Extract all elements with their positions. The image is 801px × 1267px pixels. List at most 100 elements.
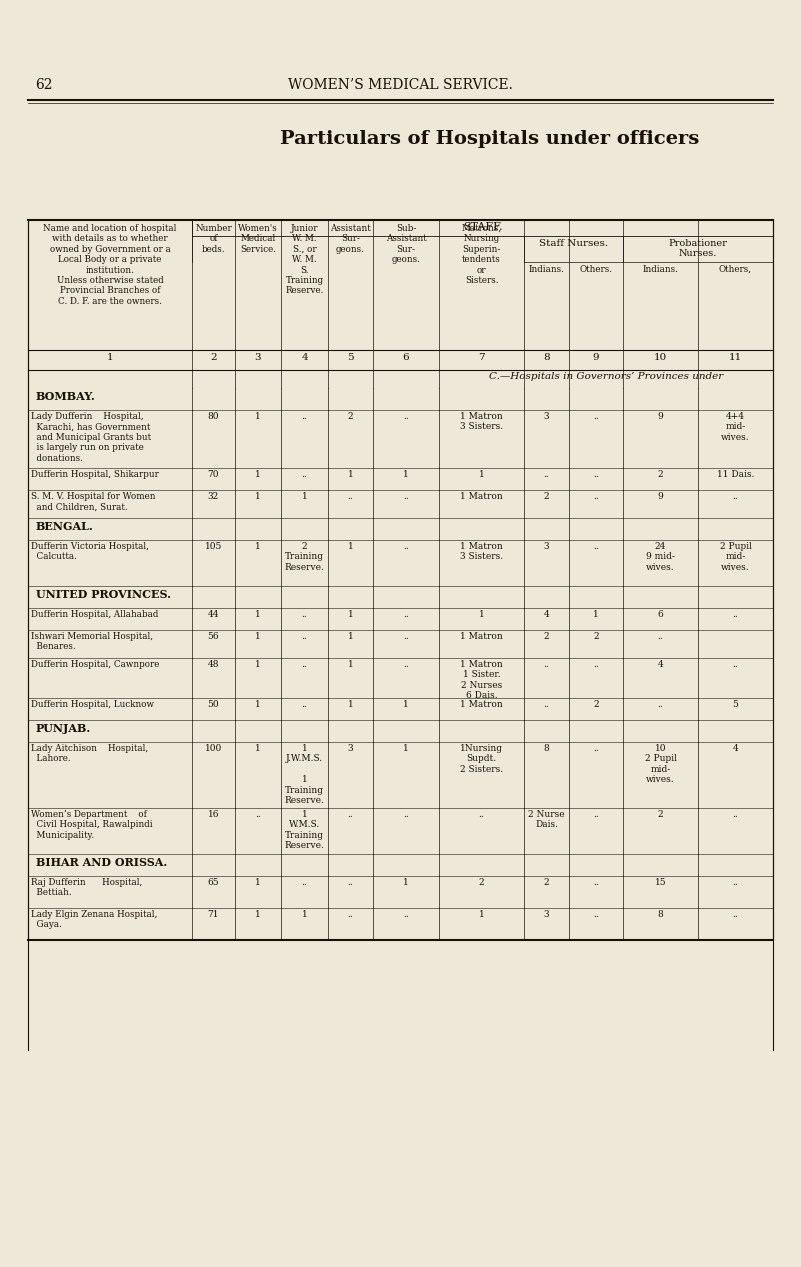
Text: 4: 4 — [544, 609, 549, 620]
Text: 1: 1 — [302, 492, 308, 500]
Text: ..: .. — [733, 609, 739, 620]
Text: Particulars of Hospitals under officers: Particulars of Hospitals under officers — [280, 131, 699, 148]
Text: 2: 2 — [544, 632, 549, 641]
Text: ..: .. — [479, 810, 485, 818]
Text: ..: .. — [302, 632, 308, 641]
Text: Indians.: Indians. — [529, 265, 565, 274]
Text: ..: .. — [348, 910, 353, 919]
Text: Dufferin Hospital, Allahabad: Dufferin Hospital, Allahabad — [31, 609, 159, 620]
Text: ..: .. — [544, 470, 549, 479]
Text: 1: 1 — [479, 910, 485, 919]
Text: ..: .. — [302, 878, 308, 887]
Text: BOMBAY.: BOMBAY. — [36, 392, 96, 402]
Text: ..: .. — [733, 878, 739, 887]
Text: 1: 1 — [348, 542, 353, 551]
Text: 3: 3 — [348, 744, 353, 753]
Text: Indians.: Indians. — [642, 265, 678, 274]
Text: ..: .. — [593, 470, 599, 479]
Text: STAFF.: STAFF. — [463, 222, 502, 232]
Text: 1: 1 — [256, 470, 261, 479]
Text: 1: 1 — [593, 609, 599, 620]
Text: ..: .. — [733, 810, 739, 818]
Text: Women's
Medical
Service.: Women's Medical Service. — [238, 224, 278, 253]
Text: Dufferin Victoria Hospital,
  Calcutta.: Dufferin Victoria Hospital, Calcutta. — [31, 542, 149, 561]
Text: 1 Matron
1 Sister.
2 Nurses
6 Dais.: 1 Matron 1 Sister. 2 Nurses 6 Dais. — [460, 660, 503, 701]
Text: ..: .. — [403, 660, 409, 669]
Text: 1: 1 — [348, 609, 353, 620]
Text: 16: 16 — [207, 810, 219, 818]
Text: 2 Nurse
Dais.: 2 Nurse Dais. — [528, 810, 565, 830]
Text: 1Nursing
Supdt.
2 Sisters.: 1Nursing Supdt. 2 Sisters. — [460, 744, 503, 774]
Text: Dufferin Hospital, Cawnpore: Dufferin Hospital, Cawnpore — [31, 660, 159, 669]
Text: Lady Dufferin    Hospital,
  Karachi, has Government
  and Municipal Grants but
: Lady Dufferin Hospital, Karachi, has Gov… — [31, 412, 151, 462]
Text: Ishwari Memorial Hospital,
  Benares.: Ishwari Memorial Hospital, Benares. — [31, 632, 153, 651]
Text: 2: 2 — [210, 353, 217, 362]
Text: 1: 1 — [403, 744, 409, 753]
Text: 1: 1 — [256, 699, 261, 710]
Text: ..: .. — [733, 660, 739, 669]
Text: 7: 7 — [478, 353, 485, 362]
Text: 2: 2 — [544, 878, 549, 887]
Text: 70: 70 — [207, 470, 219, 479]
Text: 3: 3 — [544, 910, 549, 919]
Text: 4: 4 — [733, 744, 739, 753]
Text: 3: 3 — [255, 353, 261, 362]
Text: ..: .. — [593, 878, 599, 887]
Text: ..: .. — [544, 699, 549, 710]
Text: Number
of
beds.: Number of beds. — [195, 224, 231, 253]
Text: ..: .. — [593, 542, 599, 551]
Text: 1: 1 — [403, 470, 409, 479]
Text: ..: .. — [256, 810, 261, 818]
Text: 62: 62 — [35, 79, 53, 92]
Text: 9: 9 — [593, 353, 599, 362]
Text: 1: 1 — [256, 878, 261, 887]
Text: 65: 65 — [207, 878, 219, 887]
Text: ..: .. — [593, 910, 599, 919]
Text: Dufferin Hospital, Lucknow: Dufferin Hospital, Lucknow — [31, 699, 154, 710]
Text: 50: 50 — [207, 699, 219, 710]
Text: 11: 11 — [729, 353, 742, 362]
Text: ..: .. — [544, 660, 549, 669]
Text: 2: 2 — [544, 492, 549, 500]
Text: 1: 1 — [348, 632, 353, 641]
Text: ..: .. — [302, 699, 308, 710]
Text: 10: 10 — [654, 353, 667, 362]
Text: ..: .. — [403, 910, 409, 919]
Text: 1
W.M.S.
Training
Reserve.: 1 W.M.S. Training Reserve. — [284, 810, 324, 850]
Text: ..: .. — [302, 470, 308, 479]
Text: ..: .. — [403, 810, 409, 818]
Text: 1: 1 — [403, 878, 409, 887]
Text: ..: .. — [733, 910, 739, 919]
Text: 3: 3 — [544, 542, 549, 551]
Text: 5: 5 — [347, 353, 354, 362]
Text: 1
J.W.M.S.

1
Training
Reserve.: 1 J.W.M.S. 1 Training Reserve. — [284, 744, 324, 805]
Text: 2: 2 — [658, 810, 663, 818]
Text: Lady Elgin Zenana Hospital,
  Gaya.: Lady Elgin Zenana Hospital, Gaya. — [31, 910, 157, 930]
Text: Dufferin Hospital, Shikarpur: Dufferin Hospital, Shikarpur — [31, 470, 159, 479]
Text: 1: 1 — [256, 412, 261, 421]
Text: BENGAL.: BENGAL. — [36, 521, 94, 532]
Text: 1: 1 — [107, 353, 113, 362]
Text: Others.: Others. — [579, 265, 613, 274]
Text: ..: .. — [593, 660, 599, 669]
Text: ..: .. — [658, 632, 663, 641]
Text: WOMEN’S MEDICAL SERVICE.: WOMEN’S MEDICAL SERVICE. — [288, 79, 513, 92]
Text: ..: .. — [348, 492, 353, 500]
Text: Others,: Others, — [719, 265, 752, 274]
Text: Women’s Department    of
  Civil Hospital, Rawalpindi
  Municipality.: Women’s Department of Civil Hospital, Ra… — [31, 810, 153, 840]
Text: 15: 15 — [654, 878, 666, 887]
Text: 80: 80 — [207, 412, 219, 421]
Text: C.—Hospitals in Governors’ Provinces under: C.—Hospitals in Governors’ Provinces und… — [489, 372, 723, 381]
Text: 24
9 mid-
wives.: 24 9 mid- wives. — [646, 542, 675, 571]
Text: Sub-
Assistant
Sur-
geons.: Sub- Assistant Sur- geons. — [385, 224, 426, 265]
Text: 9: 9 — [658, 492, 663, 500]
Text: Assistant
Sur-
geons.: Assistant Sur- geons. — [330, 224, 371, 253]
Text: ..: .. — [403, 412, 409, 421]
Text: 1 Matron: 1 Matron — [460, 632, 503, 641]
Text: 9: 9 — [658, 412, 663, 421]
Text: ..: .. — [302, 660, 308, 669]
Text: Probationer
Nurses.: Probationer Nurses. — [669, 239, 727, 258]
Text: 71: 71 — [207, 910, 219, 919]
Text: BIHAR AND ORISSA.: BIHAR AND ORISSA. — [36, 856, 167, 868]
Text: 1: 1 — [256, 660, 261, 669]
